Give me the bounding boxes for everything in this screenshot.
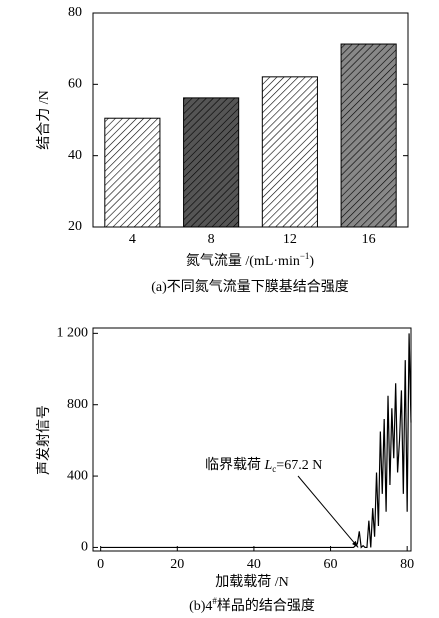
caption-sup: # — [212, 596, 217, 606]
x-tick-label: 0 — [97, 557, 104, 572]
y-tick-label: 0 — [81, 540, 88, 555]
x-axis-label: 加载载荷 /N — [215, 574, 289, 590]
y-tick-label: 800 — [67, 397, 88, 412]
y-axis-label: 声发射信号 — [36, 405, 52, 475]
annotation: 临界载荷 Lc=67.2 N — [205, 457, 322, 474]
annotation-value: =67.2 N — [276, 458, 322, 473]
caption: (a)不同氮气流量下膜基结合强度 — [151, 278, 349, 295]
y-tick-label: 400 — [67, 468, 88, 483]
x-tick-label: 80 — [400, 557, 414, 572]
x-label-main: 氮气流量 /(mL·min — [186, 253, 300, 269]
bar — [104, 117, 161, 228]
x-tick-label: 20 — [170, 557, 184, 572]
x-tick-label: 40 — [247, 557, 261, 572]
y-tick-label: 1 200 — [57, 326, 89, 341]
bar — [183, 97, 240, 228]
x-tick-label: 16 — [362, 232, 376, 247]
signal-line — [100, 333, 412, 549]
caption-end: 样品的结合强度 — [217, 598, 315, 614]
x-label-sup: −1 — [300, 251, 310, 261]
plot-frame — [92, 12, 409, 228]
annotation-symbol: L — [264, 458, 273, 473]
x-tick-label: 12 — [283, 232, 297, 247]
x-tick-label: 60 — [324, 557, 338, 572]
y-tick-label: 40 — [68, 148, 82, 163]
arrow-head — [352, 540, 359, 548]
y-tick-label: 20 — [68, 219, 82, 234]
annotation-subscript: c — [272, 464, 276, 474]
annotation-arrow — [297, 475, 359, 548]
y-axis-label: 结合力 /N — [36, 90, 52, 150]
caption-main: (b)4 — [189, 599, 212, 614]
x-label-end: ) — [309, 254, 314, 269]
annotation-text: 临界载荷 — [205, 457, 265, 473]
plot-frame — [92, 327, 412, 552]
x-tick-label: 4 — [129, 232, 136, 247]
caption: (b)4#样品的结合强度 — [189, 596, 315, 614]
bar — [340, 43, 397, 228]
y-tick-label: 80 — [68, 5, 82, 20]
x-axis-label: 氮气流量 /(mL·min−1) — [186, 251, 315, 269]
bar — [261, 76, 318, 228]
x-tick-label: 8 — [208, 232, 215, 247]
y-tick-label: 60 — [68, 77, 82, 92]
